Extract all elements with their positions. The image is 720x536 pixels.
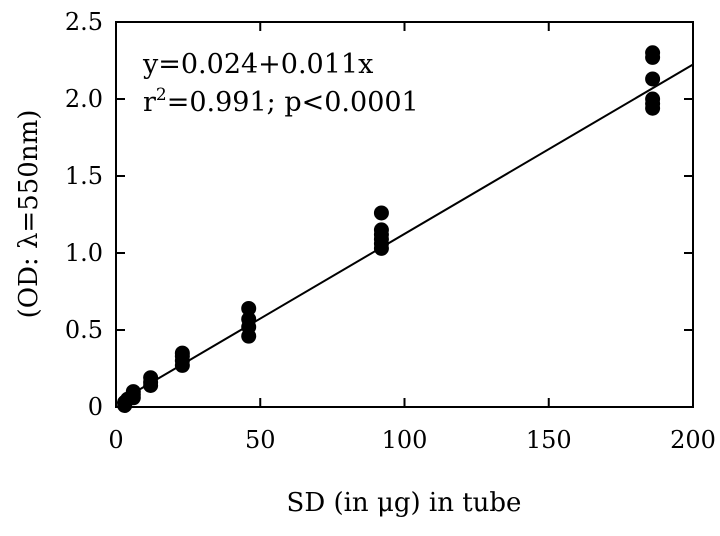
x-axis-label: SD (in μg) in tube bbox=[287, 488, 522, 518]
stats-annotation: r2=0.991; p<0.0001 bbox=[143, 85, 419, 118]
data-point bbox=[373, 222, 389, 238]
data-point bbox=[174, 345, 190, 361]
y-tick-label: 2.0 bbox=[65, 85, 103, 113]
y-tick-label: 1.5 bbox=[65, 162, 103, 190]
data-points bbox=[117, 45, 661, 413]
y-axis-label: (OD: λ=550nm) bbox=[14, 110, 44, 319]
data-point bbox=[645, 91, 661, 107]
data-point bbox=[645, 45, 661, 61]
data-point bbox=[241, 311, 257, 327]
data-point bbox=[143, 370, 159, 386]
r-value-text: =0.991; p<0.0001 bbox=[167, 87, 419, 118]
x-tick-label: 150 bbox=[526, 426, 572, 454]
data-point bbox=[645, 71, 661, 87]
x-tick-label: 100 bbox=[382, 426, 428, 454]
r-symbol: r bbox=[143, 87, 156, 118]
axis-ticks bbox=[115, 21, 694, 408]
regression-line bbox=[115, 63, 694, 405]
data-point bbox=[125, 384, 141, 400]
x-tick-label: 50 bbox=[245, 426, 276, 454]
x-tick-label: 200 bbox=[670, 426, 716, 454]
x-tick-label: 0 bbox=[108, 426, 123, 454]
equation-annotation: y=0.024+0.011x bbox=[142, 49, 373, 80]
y-tick-label: 1.0 bbox=[65, 239, 103, 267]
r-superscript: 2 bbox=[156, 85, 167, 105]
y-tick-label: 2.5 bbox=[65, 8, 103, 36]
data-point bbox=[241, 300, 257, 316]
data-point bbox=[373, 205, 389, 221]
axis-tick-labels: 0 50 100 150 200 0 0.5 1.0 1.5 2.0 2.5 bbox=[65, 8, 716, 454]
y-tick-label: 0 bbox=[88, 393, 103, 421]
y-tick-label: 0.5 bbox=[65, 316, 103, 344]
